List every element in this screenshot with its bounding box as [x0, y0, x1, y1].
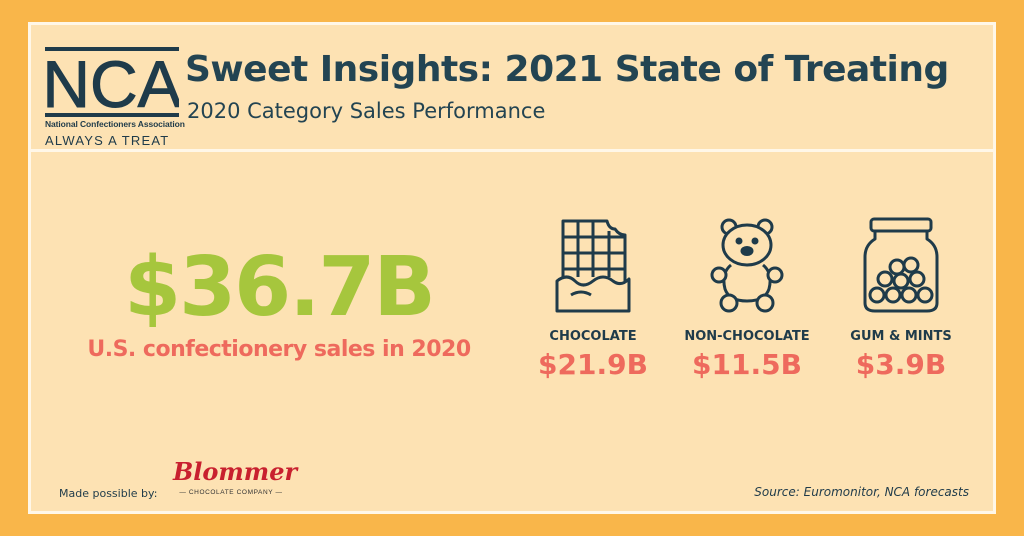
category-value: $11.5B — [692, 348, 802, 381]
page-title: Sweet Insights: 2021 State of Treating — [185, 49, 949, 90]
category-chocolate: CHOCOLATE $21.9B — [513, 215, 673, 381]
header: NCA National Confectioners Association A… — [31, 25, 993, 152]
infographic-panel: NCA National Confectioners Association A… — [28, 22, 996, 514]
sponsor-logo: Blommer — CHOCOLATE COMPANY — — [169, 455, 297, 503]
logo-tagline: ALWAYS A TREAT — [45, 133, 170, 148]
made-possible-label: Made possible by: — [59, 487, 158, 500]
chocolate-bar-icon — [555, 219, 631, 313]
sponsor-name: Blommer — [173, 457, 298, 486]
category-non-chocolate: NON-CHOCOLATE $11.5B — [667, 215, 827, 381]
candy-jar-icon — [863, 217, 939, 313]
category-value: $3.9B — [855, 348, 947, 381]
category-label: NON-CHOCOLATE — [684, 329, 810, 344]
gummy-bear-icon — [710, 218, 784, 313]
category-value: $21.9B — [538, 348, 648, 381]
category-gum-mints: GUM & MINTS $3.9B — [821, 215, 981, 381]
category-label: CHOCOLATE — [549, 329, 637, 344]
total-sales-value: $36.7B — [124, 240, 436, 335]
logo-letters: NCA — [45, 47, 179, 117]
source-note: Source: Euromonitor, NCA forecasts — [754, 485, 969, 499]
category-label: GUM & MINTS — [850, 329, 952, 344]
logo-association: National Confectioners Association — [45, 119, 185, 129]
page-subtitle: 2020 Category Sales Performance — [187, 99, 546, 123]
total-sales-caption: U.S. confectionery sales in 2020 — [87, 337, 471, 362]
sponsor-subtitle: — CHOCOLATE COMPANY — — [179, 489, 283, 496]
nca-logo-mark: NCA — [45, 47, 179, 117]
